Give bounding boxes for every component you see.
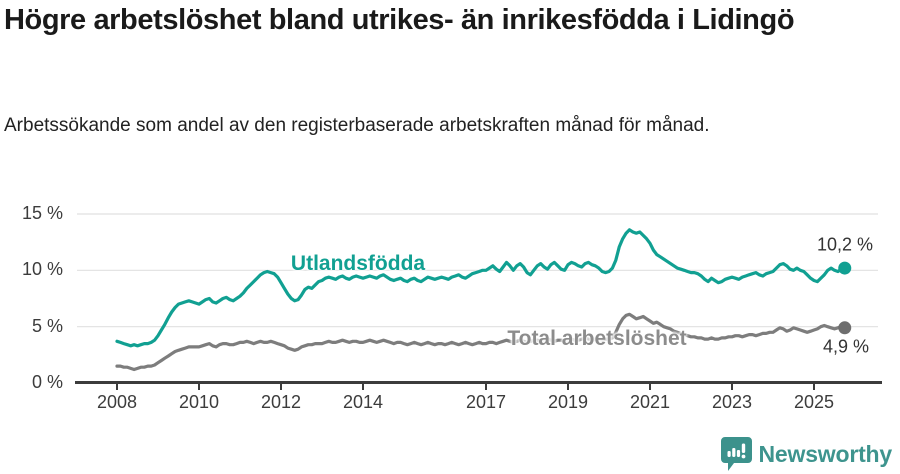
y-axis-tick-label: 15 % — [21, 203, 63, 223]
x-axis-tick-label: 2021 — [629, 392, 671, 412]
y-axis-tick-label: 5 % — [31, 315, 63, 336]
end-dot — [838, 261, 852, 275]
series-label-utlandsfodda: Utlandsfödda — [290, 252, 426, 275]
y-axis-tick-label: 0 % — [31, 372, 63, 392]
end-dot — [838, 321, 852, 335]
x-axis-tick-label: 2019 — [547, 392, 589, 412]
brand-name[interactable]: Newsworthy — [758, 440, 893, 467]
x-axis-tick-label: 2010 — [178, 392, 220, 412]
x-axis-tick-label: 2012 — [260, 392, 302, 412]
x-axis-tick-label: 2025 — [793, 392, 835, 412]
x-axis-tick-label: 2008 — [96, 392, 138, 412]
chart-title: Högre arbetslöshet bland utrikes- än inr… — [4, 4, 795, 36]
series-line-total-arbetsl-shet — [115, 312, 847, 372]
brand-footer: Newsworthy — [720, 437, 893, 471]
series-line-utlandsf-dda — [115, 228, 847, 348]
newsworthy-logo-icon[interactable] — [720, 437, 752, 471]
end-value-label-utlandsfodda: 10,2 % — [816, 234, 874, 255]
chart-subtitle: Arbetssökande som andel av den registerb… — [4, 115, 710, 136]
x-axis-tick-label: 2014 — [342, 392, 384, 412]
end-value-label-total-arbetsloshet: 4,9 % — [822, 336, 870, 357]
x-axis-tick-label: 2023 — [711, 392, 753, 412]
y-axis-tick-label: 10 % — [21, 259, 63, 280]
x-axis-tick-label: 2017 — [465, 392, 507, 412]
series-label-total-arbetsloshet: Total arbetslöshet — [507, 327, 687, 350]
